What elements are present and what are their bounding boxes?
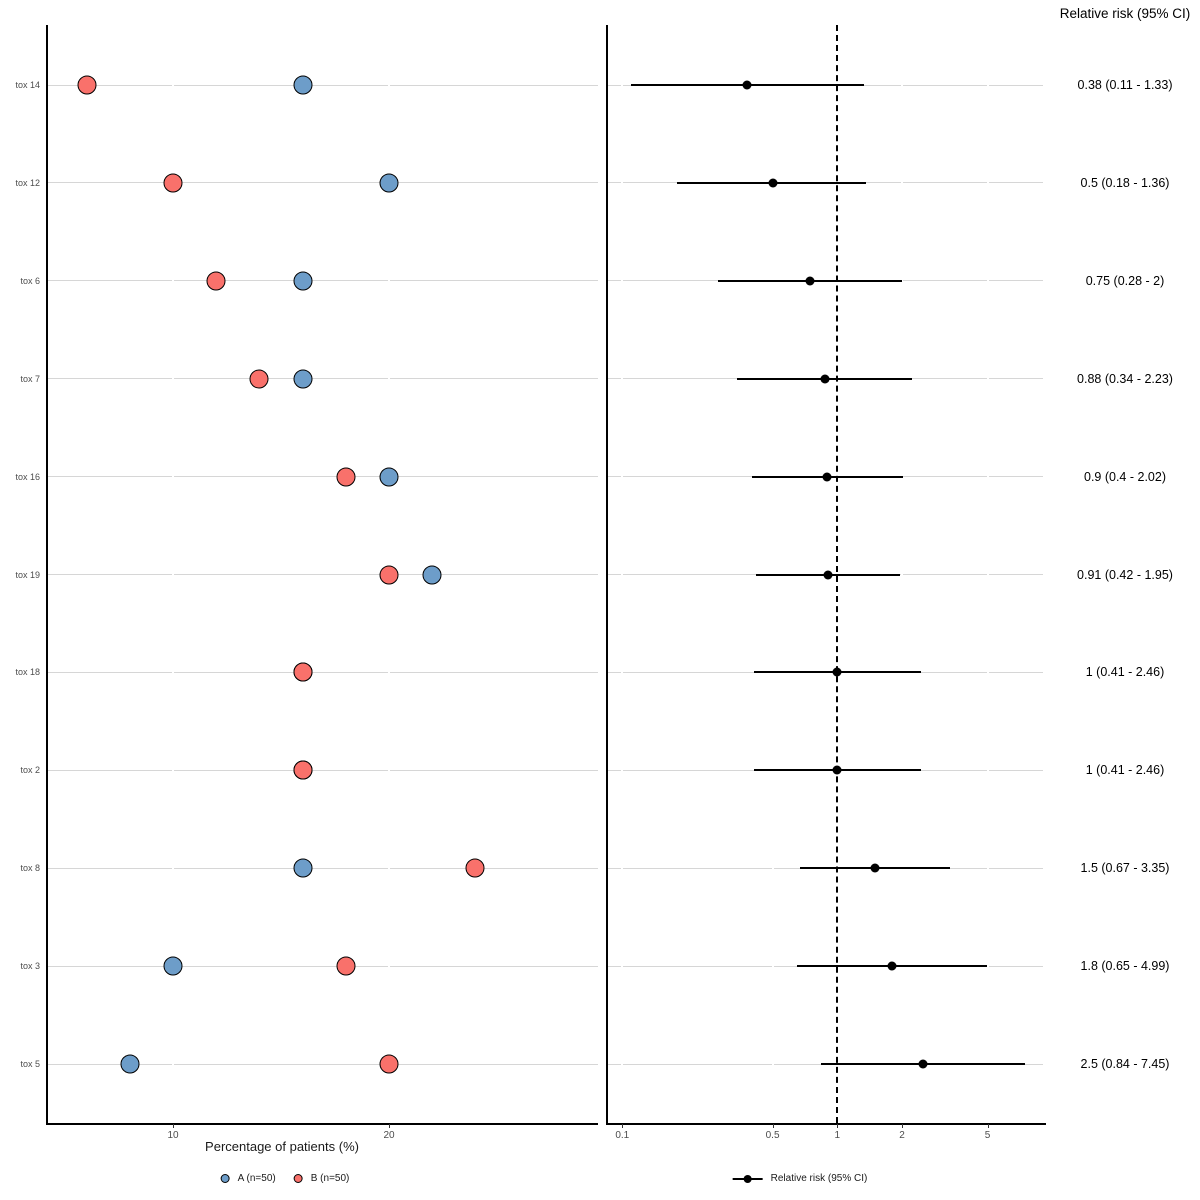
group-b-point [249,369,269,389]
row-gridline-left [46,280,598,282]
rr-value-label: 1.8 (0.65 - 4.99) [1080,959,1170,974]
row-gridline-left [46,574,598,575]
rr-point [832,667,842,677]
right-axis-tick-label: 1 [834,1130,841,1141]
legend-a-marker-icon [220,1174,230,1183]
white-gridline [172,25,174,1123]
group-b-point [206,271,226,291]
right-axis-tick-label: 5 [984,1130,991,1141]
legend-rr-marker-icon [732,1174,763,1183]
row-gridline-left [46,182,598,184]
right-panel-xaxis-line [606,1123,1046,1125]
rr-value-label: 0.38 (0.11 - 1.33) [1077,78,1173,92]
row-gridline-left [46,769,598,771]
rr-point [918,1059,928,1069]
white-gridline [901,25,904,1123]
rr-point [742,80,752,90]
group-a-point [293,369,313,389]
row-gridline-left [46,965,598,967]
group-b-point [163,173,183,193]
right-axis-tick-label: 0.5 [765,1130,780,1141]
group-a-point [293,75,313,95]
right-axis-tick [622,1124,624,1128]
category-label: tox 19 [15,569,40,580]
rr-point [805,276,815,286]
group-a-point [163,956,183,976]
white-gridline [621,25,624,1123]
right-panel-yaxis-line [606,25,608,1123]
group-a-point [293,858,313,878]
category-label: tox 18 [15,667,40,678]
legend-rr-label: Relative risk (95% CI) [770,1173,868,1184]
rr-value-label: 1 (0.41 - 2.46) [1085,763,1165,778]
left-panel-xaxis-line [46,1123,598,1125]
rr-value-label: 1 (0.41 - 2.46) [1085,665,1165,680]
group-a-point [379,173,399,193]
row-gridline-left [46,671,598,673]
right-axis-tick [837,1124,839,1128]
right-axis-tick [902,1124,904,1128]
group-b-point [379,1054,399,1074]
left-axis-tick-label: 20 [383,1130,395,1141]
group-a-point [422,565,442,584]
category-label: tox 14 [15,80,40,90]
group-a-point [379,467,399,487]
row-gridline-left [46,84,598,86]
rr-value-label: 0.9 (0.4 - 2.02) [1084,469,1166,484]
rr-value-label: 0.75 (0.28 - 2) [1085,273,1165,288]
left-panel-yaxis-line [46,25,48,1123]
group-b-point [77,75,97,95]
legend-a-label: A (n=50) [237,1173,276,1184]
category-label: tox 12 [15,177,40,188]
rr-value-label: 1.5 (0.67 - 3.35) [1080,861,1170,876]
row-gridline-left [46,1063,598,1065]
rr-point [820,374,830,384]
right-axis-tick [987,1124,989,1128]
legend-b-marker-icon [293,1174,303,1183]
legend-b-label: B (n=50) [310,1173,350,1184]
category-label: tox 3 [20,961,40,972]
rr-point [823,570,833,579]
rr-point [832,765,842,775]
row-gridline-left [46,378,598,380]
right-axis-tick-label: 0.1 [615,1130,630,1141]
category-label: tox 16 [15,471,40,482]
rr-value-label: 2.5 (0.84 - 7.45) [1080,1057,1170,1071]
group-b-point [293,662,313,682]
rr-value-label: 0.91 (0.42 - 1.95) [1077,567,1173,582]
group-a-point [120,1054,140,1074]
group-b-point [379,565,399,584]
group-b-point [336,467,356,487]
right-legend: Relative risk (95% CI) [732,1173,868,1184]
group-b-point [336,956,356,976]
group-b-point [293,760,313,780]
left-axis-tick [173,1124,174,1128]
row-gridline-left [46,476,598,478]
rr-point [768,178,778,188]
category-label: tox 5 [20,1059,40,1069]
rr-column-header: Relative risk (95% CI) [1059,6,1191,21]
group-b-point [465,858,485,878]
right-axis-tick [772,1124,774,1128]
left-axis-tick-label: 10 [167,1130,179,1141]
group-a-point [293,271,313,291]
rr-point [870,863,880,873]
rr-value-label: 0.5 (0.18 - 1.36) [1080,175,1170,190]
left-legend: A (n=50) B (n=50) [220,1173,350,1184]
rr-point [887,961,897,971]
white-gridline [986,25,989,1123]
rr-point [822,472,832,482]
left-xaxis-title: Percentage of patients (%) [205,1139,359,1154]
category-label: tox 8 [20,863,40,874]
rr-value-label: 0.88 (0.34 - 2.23) [1077,371,1173,386]
right-axis-tick-label: 2 [899,1130,905,1141]
left-axis-tick [389,1124,390,1128]
category-label: tox 2 [20,765,40,776]
category-label: tox 7 [20,373,40,384]
row-gridline-left [46,867,598,869]
category-label: tox 6 [20,275,40,286]
